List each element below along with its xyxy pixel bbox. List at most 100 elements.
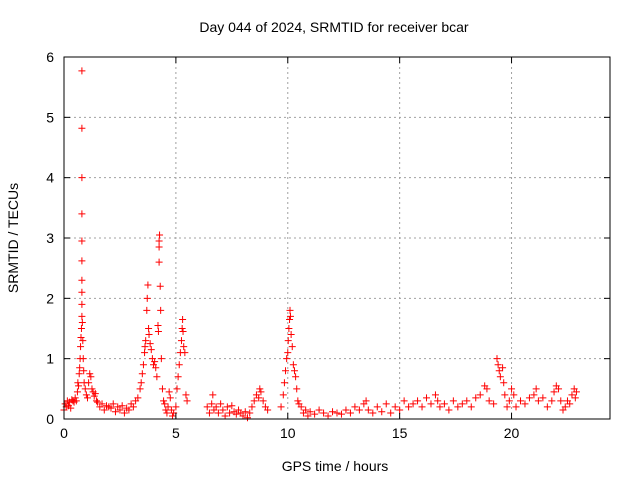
data-point — [182, 391, 190, 399]
data-point — [141, 349, 149, 357]
data-point — [256, 385, 264, 393]
data-point — [151, 358, 159, 366]
data-point — [92, 397, 100, 405]
data-point — [138, 370, 146, 378]
data-point — [264, 406, 272, 414]
data-point — [79, 337, 87, 345]
data-point — [129, 403, 137, 411]
data-point — [409, 400, 417, 408]
data-point — [78, 257, 86, 265]
data-point — [485, 397, 493, 405]
data-point — [387, 409, 395, 417]
data-point — [521, 400, 529, 408]
data-point — [500, 379, 508, 387]
data-point — [179, 315, 187, 323]
data-point — [548, 397, 556, 405]
data-point — [77, 343, 85, 351]
data-point — [78, 318, 86, 326]
data-point — [396, 406, 404, 414]
data-point — [147, 346, 155, 354]
data-point — [178, 325, 186, 332]
data-point — [160, 397, 168, 405]
x-axis-label: GPS time / hours — [282, 458, 389, 474]
data-point — [391, 403, 399, 411]
data-point — [382, 400, 390, 408]
x-tick-label: 10 — [280, 425, 296, 441]
data-point — [205, 409, 213, 417]
data-point — [143, 306, 151, 314]
y-tick-label: 1 — [46, 351, 54, 367]
data-point — [81, 385, 89, 393]
data-point — [217, 400, 225, 408]
data-point — [91, 390, 99, 398]
data-point — [369, 409, 377, 417]
data-point — [255, 394, 263, 402]
data-point — [493, 355, 501, 363]
data-point — [155, 237, 163, 245]
data-point — [83, 394, 91, 402]
data-point — [302, 406, 310, 414]
data-point — [320, 409, 328, 417]
data-point — [286, 312, 294, 320]
data-point — [88, 385, 96, 393]
data-point — [449, 397, 457, 405]
data-point — [550, 388, 558, 396]
data-point — [342, 406, 350, 414]
data-point — [67, 404, 75, 412]
data-point — [78, 288, 86, 296]
data-point — [154, 328, 162, 336]
data-point — [152, 364, 160, 372]
data-point — [239, 412, 247, 420]
axis-ticks — [63, 56, 610, 420]
data-point — [436, 403, 444, 411]
data-point — [501, 391, 509, 399]
data-point — [72, 397, 80, 405]
data-point — [315, 406, 323, 414]
data-point — [445, 406, 453, 414]
data-point — [79, 355, 87, 363]
data-point — [248, 403, 256, 411]
data-point — [223, 403, 231, 411]
data-point — [414, 397, 422, 405]
data-point — [153, 373, 161, 381]
data-point — [75, 382, 83, 390]
data-point — [134, 394, 142, 402]
data-point — [373, 403, 381, 411]
data-point — [125, 406, 133, 414]
data-point — [555, 385, 563, 393]
data-point — [80, 367, 88, 375]
data-point — [494, 361, 502, 369]
data-point — [145, 331, 153, 339]
data-point — [284, 337, 292, 345]
data-point — [155, 243, 163, 251]
data-point — [232, 410, 240, 418]
y-tick-label: 6 — [46, 49, 54, 65]
y-tick-label: 3 — [46, 230, 54, 246]
data-point — [476, 391, 484, 399]
data-point — [423, 394, 431, 402]
data-point — [146, 340, 154, 348]
data-point — [378, 408, 386, 416]
x-tick-label: 5 — [172, 425, 180, 441]
data-point — [495, 367, 503, 375]
data-point — [516, 397, 524, 405]
data-point — [208, 400, 216, 408]
data-point — [163, 409, 171, 417]
data-point — [155, 258, 163, 266]
data-point — [508, 385, 516, 393]
data-point — [75, 370, 83, 378]
data-point — [277, 403, 285, 411]
data-point — [154, 321, 162, 329]
data-point — [157, 306, 165, 314]
data-point — [139, 361, 147, 369]
data-point — [333, 409, 341, 417]
data-point — [259, 397, 267, 405]
data-point — [512, 403, 520, 411]
data-point — [539, 394, 547, 402]
data-point — [311, 410, 319, 418]
data-point — [286, 315, 294, 323]
data-point — [175, 361, 183, 369]
data-point — [100, 406, 108, 414]
data-point — [503, 403, 511, 411]
data-point — [107, 404, 115, 412]
